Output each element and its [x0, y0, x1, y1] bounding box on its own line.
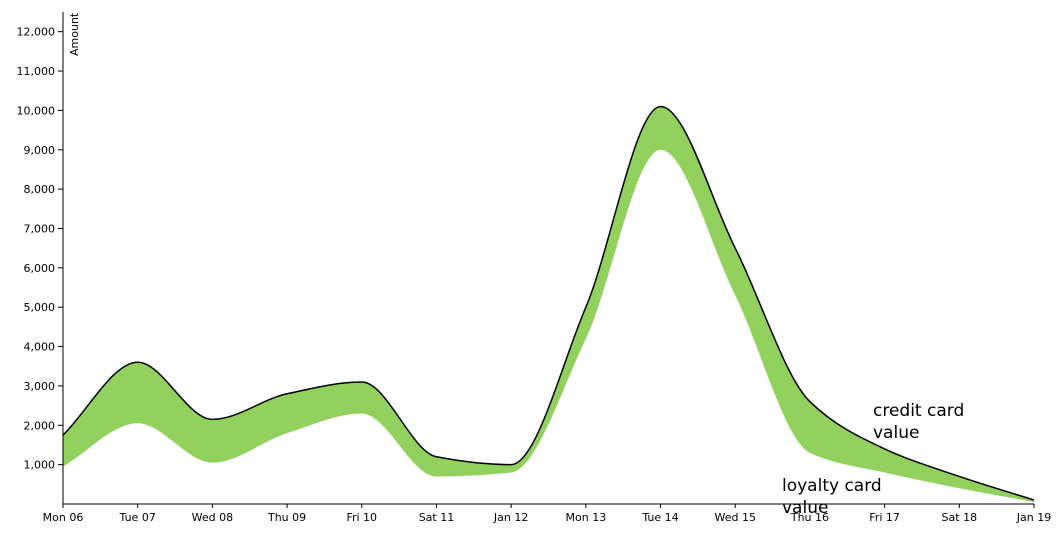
y-tick: 2,000	[24, 419, 63, 432]
y-tick-label: 7,000	[24, 222, 56, 235]
x-tick-label: Fri 10	[346, 511, 377, 524]
y-tick-label: 10,000	[17, 104, 56, 117]
x-tick: Jan 19	[1016, 504, 1051, 524]
x-tick: Thu 09	[267, 504, 306, 524]
y-tick: 8,000	[24, 183, 63, 196]
x-tick: Thu 16	[790, 504, 829, 524]
plot-area	[62, 105, 1035, 503]
x-tick-label: Jan 19	[1016, 511, 1051, 524]
x-tick-label: Sat 11	[419, 511, 455, 524]
x-tick-label: Fri 17	[869, 511, 900, 524]
x-tick-label: Wed 15	[714, 511, 755, 524]
y-tick-label: 1,000	[24, 459, 56, 472]
y-axis: 1,000 2,000 3,000 4,000 5,000 6,000 7,000 8,000…	[17, 12, 64, 504]
y-tick-label: 11,000	[17, 65, 56, 78]
x-tick-label: Mon 13	[566, 511, 607, 524]
y-tick-label: 3,000	[24, 380, 56, 393]
x-tick: Wed 08	[192, 504, 233, 524]
y-tick: 6,000	[24, 262, 63, 275]
loyalty-card-annotation: loyalty card value	[782, 476, 882, 518]
x-tick-label: Wed 08	[192, 511, 233, 524]
y-tick: 5,000	[24, 301, 63, 314]
y-tick-label: 12,000	[17, 26, 56, 39]
y-axis-label: Amount	[68, 12, 81, 56]
x-tick: Jan 12	[493, 504, 528, 524]
x-tick-label: Tue 07	[119, 511, 156, 524]
y-tick: 1,000	[24, 459, 63, 472]
x-tick: Tue 07	[119, 504, 156, 524]
x-tick: Fri 17	[869, 504, 900, 524]
x-tick: Tue 14	[641, 504, 679, 524]
annotation-line: credit card	[873, 401, 964, 421]
y-tick: 11,000	[17, 65, 63, 78]
x-tick: Mon 13	[566, 504, 607, 524]
y-tick: 4,000	[24, 341, 63, 354]
value-band	[63, 106, 1034, 503]
y-tick-label: 9,000	[24, 144, 56, 157]
x-tick: Sat 11	[419, 504, 455, 524]
x-tick-label: Mon 06	[43, 511, 84, 524]
annotation-line: loyalty card	[782, 476, 882, 496]
y-tick: 7,000	[24, 222, 63, 235]
y-tick: 3,000	[24, 380, 63, 393]
credit-card-line	[62, 105, 1035, 501]
x-tick: Wed 15	[714, 504, 756, 524]
annotation-line: value	[782, 498, 828, 518]
x-tick-label: Jan 12	[493, 511, 528, 524]
x-tick: Sat 18	[942, 504, 978, 524]
y-tick-label: 5,000	[24, 301, 56, 314]
annotation-line: value	[873, 423, 919, 443]
y-tick: 9,000	[24, 144, 63, 157]
x-tick-label: Tue 14	[641, 511, 678, 524]
x-tick-label: Thu 09	[267, 511, 306, 524]
x-tick: Mon 06	[43, 504, 84, 524]
y-tick-label: 2,000	[24, 419, 56, 432]
y-tick-label: 8,000	[24, 183, 56, 196]
x-tick-label: Thu 16	[790, 511, 829, 524]
y-tick-label: 4,000	[24, 341, 56, 354]
x-tick: Fri 10	[346, 504, 377, 524]
x-axis: Mon 06 Tue 07 Wed 08 Thu 09 Fri 10 Sat 11 Jan …	[43, 503, 1051, 524]
x-tick-label: Sat 18	[942, 511, 978, 524]
credit-card-annotation: credit card value	[873, 401, 964, 443]
y-tick-label: 6,000	[24, 262, 56, 275]
y-tick: 10,000	[17, 104, 63, 117]
y-tick: 12,000	[17, 26, 63, 39]
